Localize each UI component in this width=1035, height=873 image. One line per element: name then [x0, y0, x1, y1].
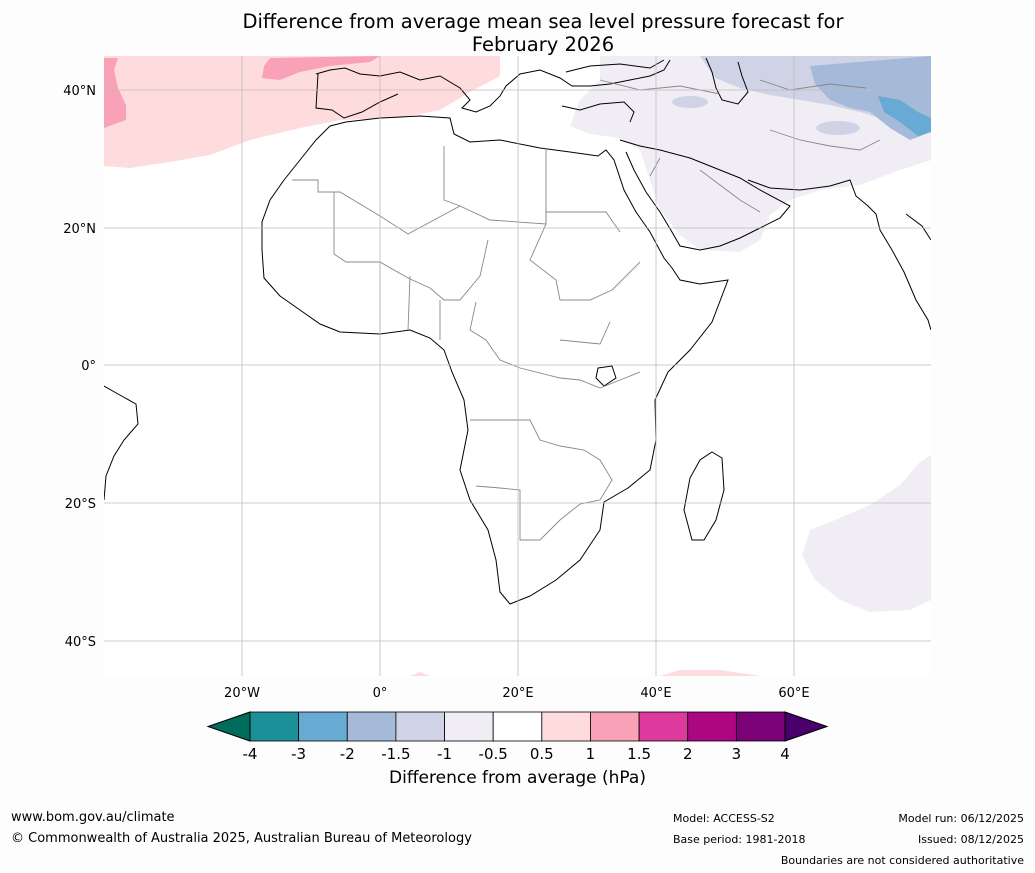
- coastline-south-asia: [747, 179, 931, 331]
- footer-base-period: Base period: 1981-2018: [673, 833, 806, 846]
- colorbar-ticks: -4 -3 -2 -1.5 -1 -0.5 0.5 1 1.5 2 3 4: [243, 745, 790, 763]
- lat-label-40s: 40°S: [65, 635, 96, 650]
- chart-title-line1: Difference from average mean sea level p…: [242, 10, 844, 33]
- lon-labels: 20°W 0° 20°E 40°E 60°E: [224, 686, 810, 701]
- lon-label-40e: 40°E: [640, 686, 671, 701]
- lon-label-0: 0°: [373, 686, 388, 701]
- anomaly-region-pos-1-0: [104, 58, 126, 128]
- chart-title: Difference from average mean sea level p…: [0, 10, 1035, 56]
- coastlines: [104, 57, 931, 605]
- colorbar-tick-label: 1.5: [627, 745, 651, 763]
- map-area: [104, 56, 931, 676]
- colorbar-tick-label: 1: [586, 745, 596, 763]
- colorbar-segment-5: [492, 711, 543, 742]
- chart-title-line2: February 2026: [471, 33, 615, 56]
- colorbar-segment-10: [735, 711, 786, 742]
- anomaly-region-pos-0-5: [104, 56, 500, 168]
- colorbar-tick-label: -1.5: [381, 745, 410, 763]
- colorbar-segment-6: [541, 711, 591, 742]
- footer-website[interactable]: www.bom.gov.au/climate: [11, 810, 175, 825]
- colorbar-tick-label: -1: [437, 745, 452, 763]
- colorbar-segment-3: [395, 711, 445, 742]
- lon-label-20e: 20°E: [502, 686, 533, 701]
- colorbar-tick-label: -2: [340, 745, 355, 763]
- lat-label-20s: 20°S: [65, 497, 96, 512]
- colorbar-tick-label: -3: [291, 745, 306, 763]
- anomaly-region-pos-south-b: [660, 670, 760, 676]
- colorbar-tick-label: -4: [243, 745, 258, 763]
- colorbar-under-arrow: [206, 711, 251, 742]
- footer-copyright: © Commonwealth of Australia 2025, Austra…: [11, 831, 472, 846]
- colorbar-segment-2: [346, 711, 397, 742]
- footer-model-run: Model run: 06/12/2025: [898, 812, 1024, 825]
- colorbar-segment-7: [590, 711, 640, 742]
- coastline-south-america: [104, 385, 139, 501]
- anomaly-region-neg-2-0: [878, 96, 931, 136]
- footer-model: Model: ACCESS-S2: [673, 812, 775, 825]
- colorbar-segment-8: [638, 711, 689, 742]
- lat-label-40n: 40°N: [63, 84, 96, 99]
- lon-label-60e: 60°E: [778, 686, 809, 701]
- coastline-turkey: [561, 59, 665, 123]
- colorbar-segment-9: [687, 711, 737, 742]
- colorbar-tick-label: 0.5: [530, 745, 554, 763]
- lat-labels: 40°N 20°N 0° 20°S 40°S: [63, 84, 96, 650]
- colorbar-label: Difference from average (hPa): [389, 768, 646, 788]
- graticule: [104, 56, 931, 676]
- colorbar-segments: [249, 711, 786, 742]
- lat-label-20n: 20°N: [63, 222, 96, 237]
- anomaly-region-neg-1-0-b: [816, 121, 860, 135]
- coastline-caspian: [705, 57, 749, 105]
- lon-label-20w: 20°W: [224, 686, 260, 701]
- colorbar-tick-label: 4: [780, 745, 790, 763]
- colorbar-segment-1: [298, 711, 348, 742]
- coastline-africa: [261, 115, 729, 605]
- colorbar-tick-label: 3: [732, 745, 742, 763]
- footer-issued: Issued: 08/12/2025: [917, 833, 1024, 846]
- colorbar-segment-4: [444, 711, 494, 742]
- country-borders: [292, 79, 881, 541]
- lake-victoria: [595, 365, 617, 387]
- footer-disclaimer: Boundaries are not considered authoritat…: [780, 854, 1024, 867]
- colorbar-tick-label: -0.5: [479, 745, 508, 763]
- colorbar-tick-label: 2: [683, 745, 693, 763]
- anomaly-region-pos-1-1: [262, 56, 380, 80]
- lat-label-0: 0°: [81, 359, 96, 374]
- anomaly-region-neg-0-5-south: [802, 455, 931, 612]
- coastline-madagascar: [683, 451, 725, 541]
- colorbar-segment-0: [249, 711, 300, 742]
- anomaly-region-pos-south-a: [410, 672, 430, 676]
- colorbar: -4 -3 -2 -1.5 -1 -0.5 0.5 1 1.5 2 3 4: [206, 711, 829, 763]
- colorbar-over-arrow: [784, 711, 829, 742]
- anomaly-region-neg-1-0-c: [672, 96, 708, 108]
